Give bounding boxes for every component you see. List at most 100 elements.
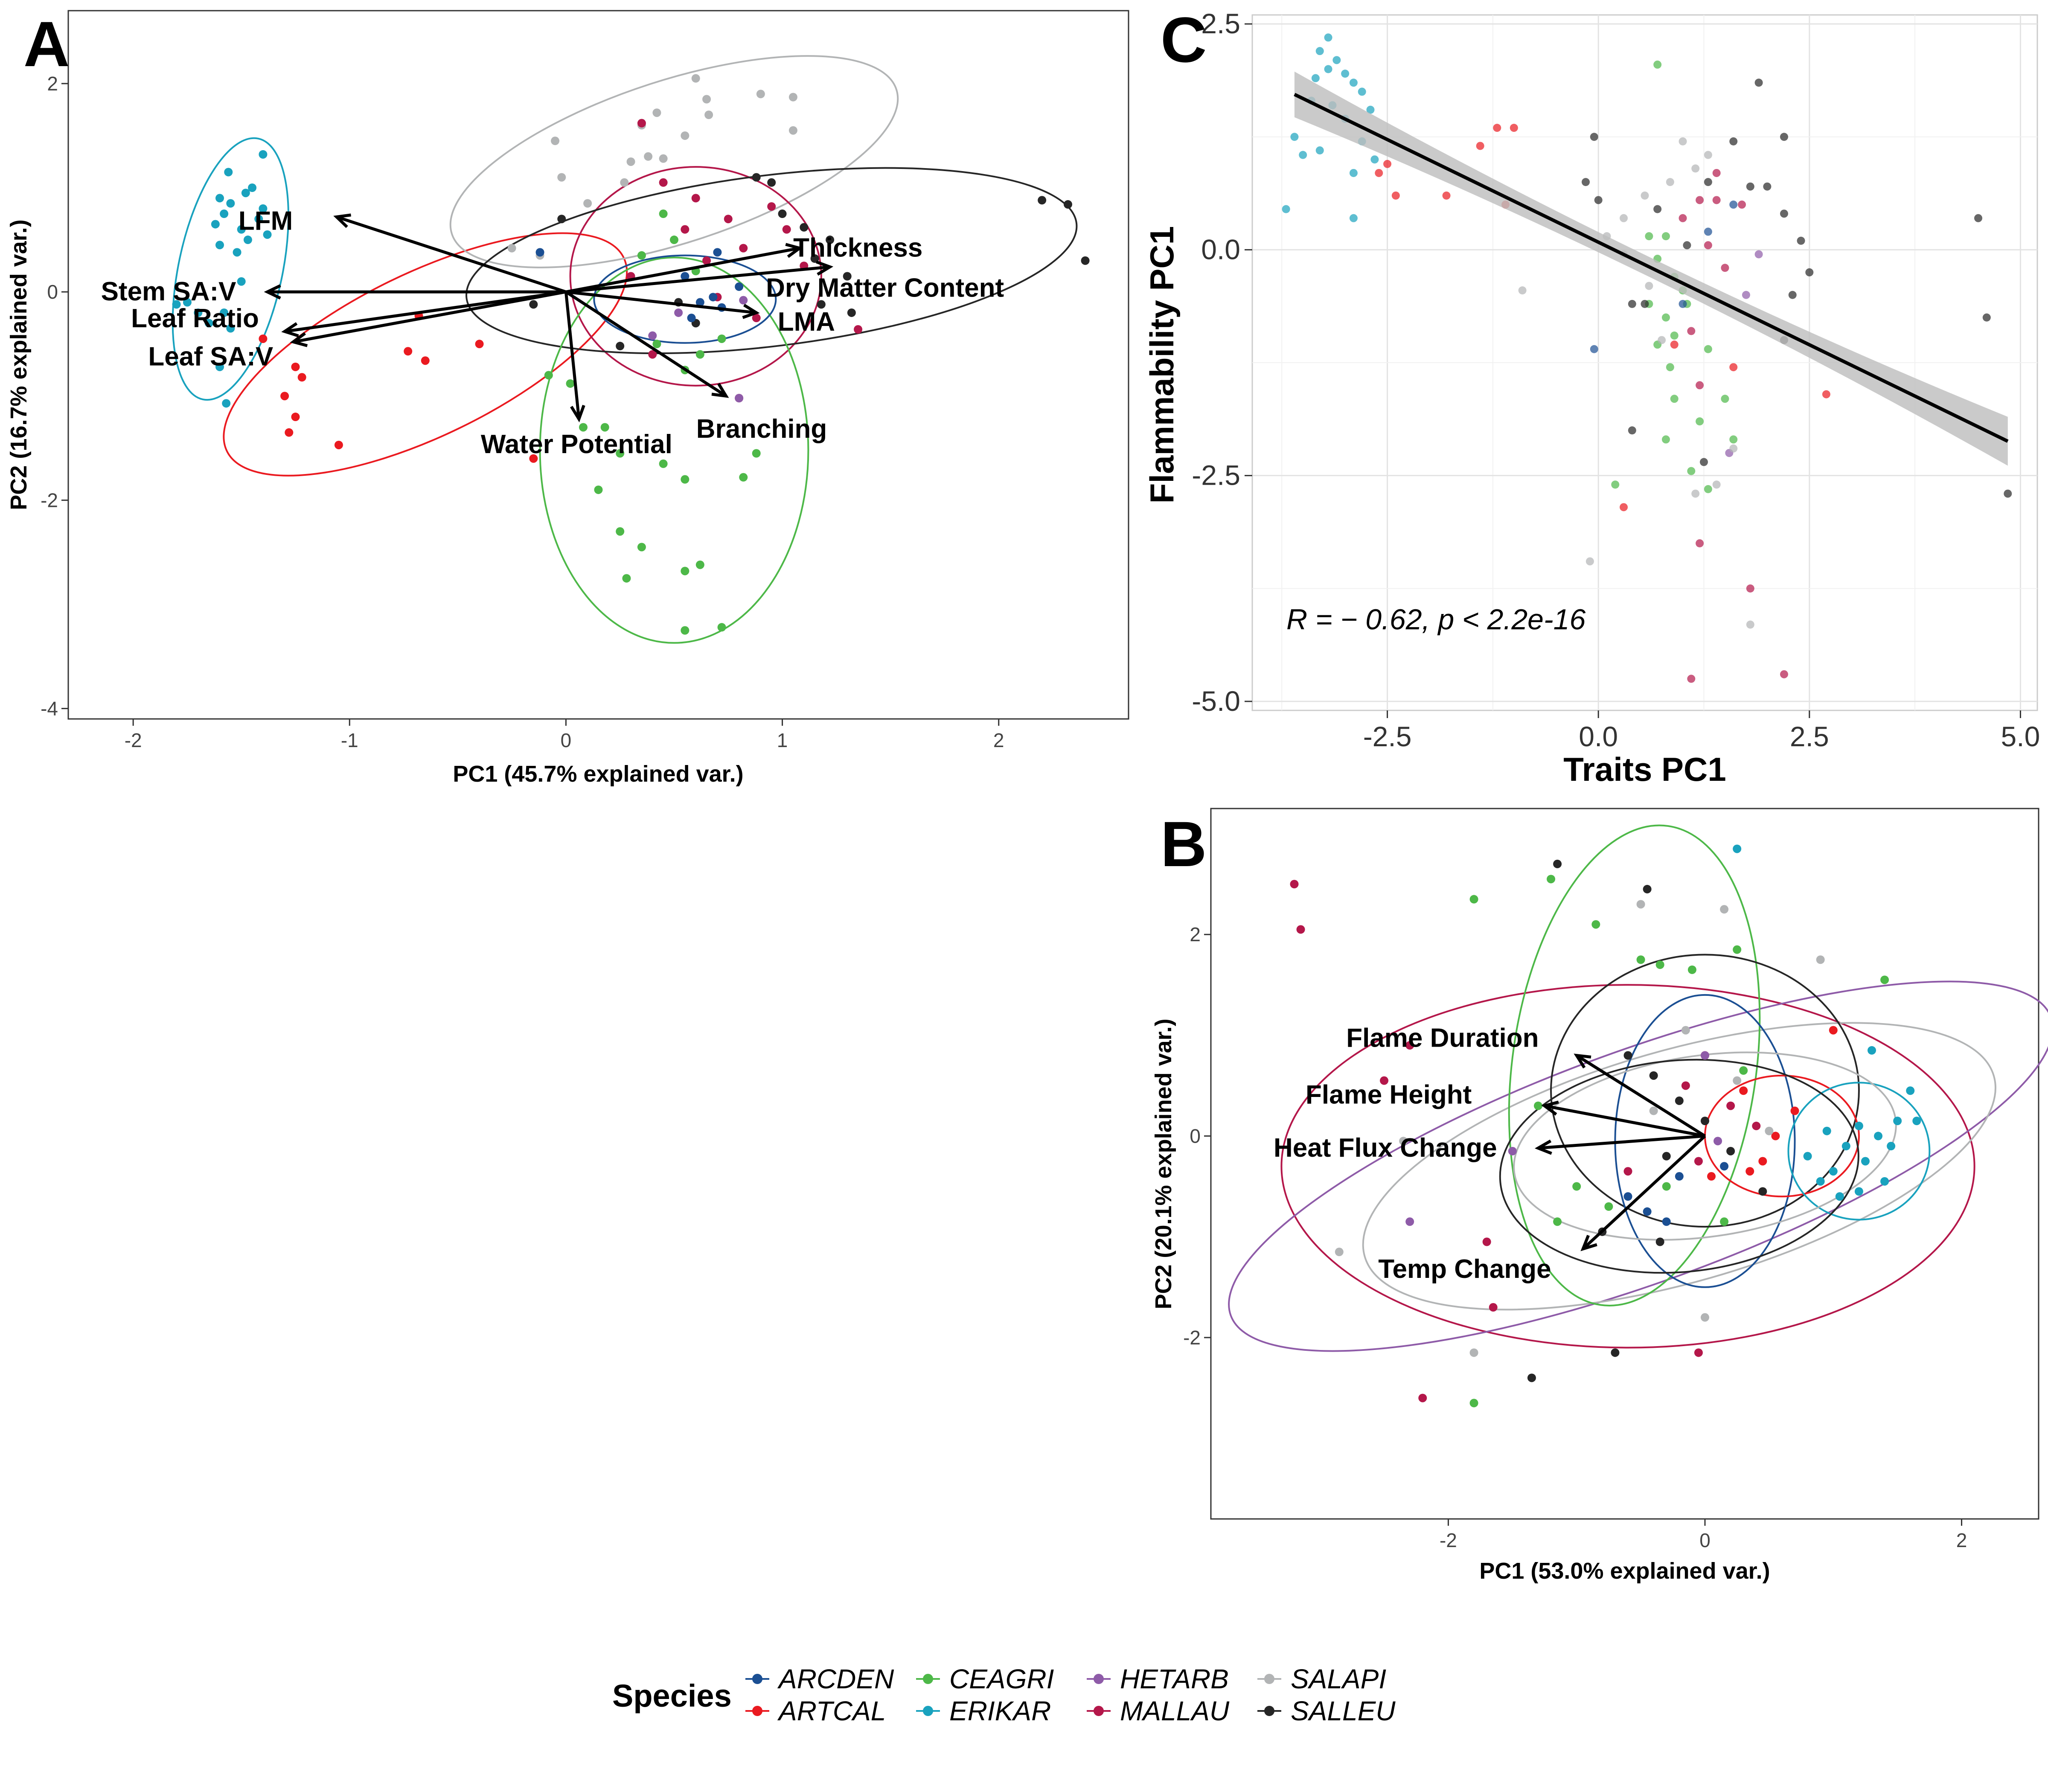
panel-b-frame xyxy=(1210,808,2039,1520)
point-artcal xyxy=(1670,340,1679,349)
legend-key-point xyxy=(1264,1706,1274,1716)
loading-leaf-ratio-arrow xyxy=(284,290,566,333)
point-salapi xyxy=(1585,557,1594,566)
y-tick-label: 0.0 xyxy=(1201,233,1240,265)
point-salapi xyxy=(1765,1126,1774,1135)
point-mallau xyxy=(1704,241,1712,250)
point-hetarb xyxy=(735,394,744,403)
point-artcal xyxy=(1493,124,1501,132)
point-mallau xyxy=(637,119,646,128)
point-salapi xyxy=(704,111,713,119)
point-erikar xyxy=(259,204,268,213)
point-arcden xyxy=(709,293,718,302)
point-salapi xyxy=(652,108,661,117)
y-tick-label: 0 xyxy=(1190,1125,1201,1147)
point-erikar xyxy=(1880,1177,1889,1186)
point-salapi xyxy=(1691,489,1700,498)
point-artcal xyxy=(421,356,430,365)
point-salapi xyxy=(1816,955,1825,964)
point-salapi xyxy=(756,90,765,99)
point-arcden xyxy=(687,314,696,323)
point-salleu xyxy=(1582,178,1590,186)
loading-leaf-ratio-arrowhead xyxy=(281,322,299,337)
point-ceagri xyxy=(739,473,748,482)
point-salapi xyxy=(1720,905,1729,914)
panel-c: -2.5 0.0 2.5 5.0 2.5 0.0 -2.5 -5.0 R = − 0.62, … xyxy=(1143,4,2040,788)
point-salleu xyxy=(817,300,826,309)
point-ceagri xyxy=(1739,1066,1748,1075)
point-salleu xyxy=(1553,859,1562,868)
panel-b: Flame Duration Flame Height Heat Flux Chan… xyxy=(1151,808,2048,1584)
x-tick-label: -2 xyxy=(1440,1529,1457,1551)
ellipse-hetarb xyxy=(1228,980,2048,1352)
point-ceagri xyxy=(1553,1217,1562,1226)
ellipse-salleu xyxy=(465,167,1078,355)
legend-label-ceagri: CEAGRI xyxy=(949,1664,1054,1694)
point-erikar xyxy=(1893,1117,1902,1126)
point-ceagri xyxy=(637,543,646,552)
point-erikar xyxy=(222,399,231,408)
point-ceagri xyxy=(659,459,668,468)
point-artcal xyxy=(280,392,289,401)
point-arcden xyxy=(713,248,722,257)
point-erikar xyxy=(263,230,272,239)
point-salapi xyxy=(659,154,668,163)
point-salleu xyxy=(2004,489,2012,498)
point-erikar xyxy=(172,300,181,309)
point-mallau xyxy=(782,225,791,234)
point-salleu xyxy=(1081,256,1090,265)
point-erikar xyxy=(1315,146,1324,155)
point-salleu xyxy=(1805,268,1814,276)
point-erikar xyxy=(1887,1142,1896,1151)
legend-label-salleu: SALLEU xyxy=(1291,1696,1396,1726)
panel-c-annotation: R = − 0.62, p < 2.2e-16 xyxy=(1286,603,1585,636)
point-artcal xyxy=(291,362,300,371)
point-ceagri xyxy=(579,423,588,432)
point-salleu xyxy=(1754,79,1763,87)
point-salleu xyxy=(1628,300,1636,308)
x-tick-label: 0.0 xyxy=(1579,721,1618,752)
point-ceagri xyxy=(1655,960,1664,969)
legend-key-point xyxy=(752,1674,762,1684)
point-ceagri xyxy=(659,209,668,218)
point-mallau xyxy=(1623,1167,1632,1176)
point-mallau xyxy=(1746,584,1754,593)
point-ceagri xyxy=(1880,975,1889,984)
loading-flame-height-arrow xyxy=(1544,1104,1705,1137)
point-artcal xyxy=(285,428,294,437)
panel-b-ylabel: PC2 (20.1% explained var.) xyxy=(1151,1018,1176,1309)
point-salapi xyxy=(620,178,629,187)
point-erikar xyxy=(1912,1117,1921,1126)
point-hetarb xyxy=(674,308,683,317)
point-salapi xyxy=(1518,286,1527,295)
point-ceagri xyxy=(616,527,625,536)
loading-flame-duration-label: Flame Duration xyxy=(1346,1024,1539,1053)
y-tick-label: 2.5 xyxy=(1201,8,1240,39)
legend-label-hetarb: HETARB xyxy=(1120,1664,1229,1694)
legend-key-point xyxy=(752,1706,762,1716)
loading-temp-change-arrowhead xyxy=(1580,1235,1597,1251)
point-hetarb xyxy=(1508,1146,1517,1155)
point-erikar xyxy=(183,298,192,307)
point-ceagri xyxy=(1469,895,1478,904)
point-ceagri xyxy=(1670,331,1679,340)
point-salleu xyxy=(1653,205,1662,213)
point-salleu xyxy=(1726,1146,1735,1155)
point-ceagri xyxy=(1469,1399,1478,1408)
point-erikar xyxy=(248,183,257,192)
ellipse-ceagri xyxy=(1508,824,1761,1306)
point-erikar xyxy=(215,194,224,203)
ellipse-salleu xyxy=(1499,1059,1859,1274)
point-erikar xyxy=(1299,151,1307,159)
point-erikar xyxy=(204,319,213,328)
x-tick-label: 1 xyxy=(777,729,788,751)
point-salapi xyxy=(1649,1106,1658,1115)
panel-c-regression-line xyxy=(1294,93,2009,443)
point-ceagri xyxy=(1687,467,1696,475)
point-salleu xyxy=(1662,1152,1671,1161)
point-ceagri xyxy=(652,340,661,349)
point-salapi xyxy=(1746,620,1754,629)
panel-a-letter: A xyxy=(23,8,70,80)
point-mallau xyxy=(1405,1041,1414,1050)
y-tick-label: -2 xyxy=(41,489,58,511)
